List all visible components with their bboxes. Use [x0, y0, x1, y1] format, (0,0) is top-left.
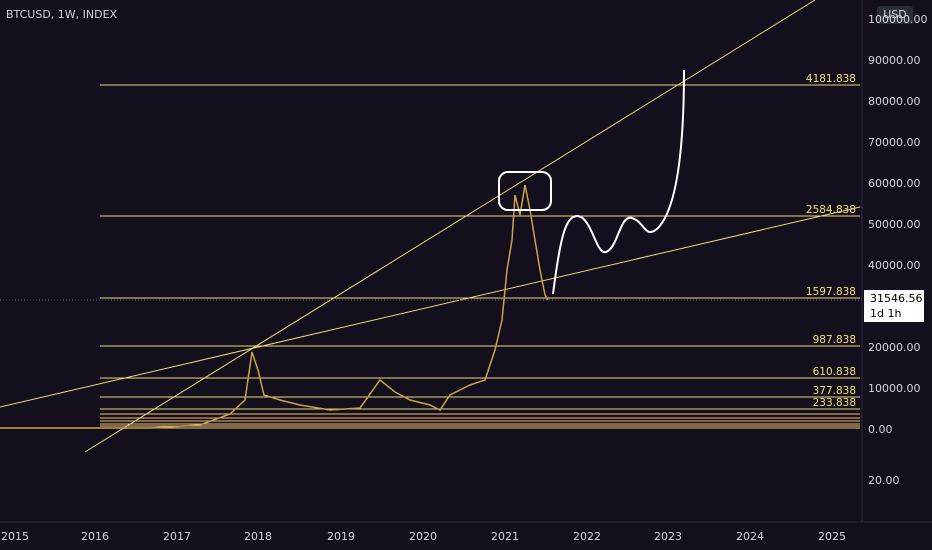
- fib-levels: 4181.838 2584.838 1597.838 987.838 610.838 37…: [100, 73, 860, 429]
- level-label: 2584.838: [806, 204, 856, 216]
- projection-drawing: [552, 69, 685, 295]
- price-tick-label: 10000.00: [868, 382, 921, 395]
- time-tick-label: 2017: [163, 530, 191, 543]
- price-tick-label: 20000.00: [868, 341, 921, 354]
- time-tick-label: 2023: [654, 530, 682, 543]
- price-tag-value: 31546.56: [870, 292, 923, 305]
- currency-label[interactable]: USD: [883, 8, 907, 21]
- price-tick-label: 0.00: [868, 423, 893, 436]
- level-label: 4181.838: [806, 73, 856, 85]
- price-tick-label: 50000.00: [868, 218, 921, 231]
- time-tick-label: 2022: [573, 530, 601, 543]
- currency-button[interactable]: [877, 6, 913, 24]
- highlight-box: [498, 171, 552, 211]
- symbol-label: BTCUSD, 1W, INDEX: [6, 8, 118, 21]
- trend-line: [0, 206, 861, 408]
- level-label: 377.838: [813, 385, 856, 397]
- price-tick-label: 80000.00: [868, 95, 921, 108]
- level-label: 233.838: [813, 397, 856, 409]
- time-tick-label: 2019: [327, 530, 355, 543]
- trend-line: [84, 0, 816, 453]
- time-tick-label: 2024: [736, 530, 764, 543]
- price-axis: 100000.00 90000.00 80000.00 70000.00 60000.0…: [868, 13, 928, 487]
- time-tick-label: 2025: [818, 530, 846, 543]
- price-tick-label: 20.00: [868, 474, 900, 487]
- time-tick-label: 2020: [409, 530, 437, 543]
- time-tick-label: 2018: [244, 530, 272, 543]
- price-tick-label: 60000.00: [868, 177, 921, 190]
- time-tick-label: 2021: [491, 530, 519, 543]
- price-tick-label: 100000.00: [868, 13, 928, 26]
- level-label: 987.838: [813, 334, 856, 346]
- price-series: [0, 184, 549, 429]
- price-tick-label: 90000.00: [868, 54, 921, 67]
- price-tag-countdown: 1d 1h: [870, 307, 901, 320]
- level-label: 1597.838: [806, 286, 856, 298]
- level-label: 610.838: [813, 366, 856, 378]
- time-axis: 2015 2016 2017 2018 2019 2020 2021 2022 2023 2024…: [1, 530, 846, 543]
- price-tick-label: 40000.00: [868, 259, 921, 272]
- price-tick-label: 70000.00: [868, 136, 921, 149]
- time-tick-label: 2015: [1, 530, 29, 543]
- price-tag: [864, 290, 924, 322]
- time-tick-label: 2016: [81, 530, 109, 543]
